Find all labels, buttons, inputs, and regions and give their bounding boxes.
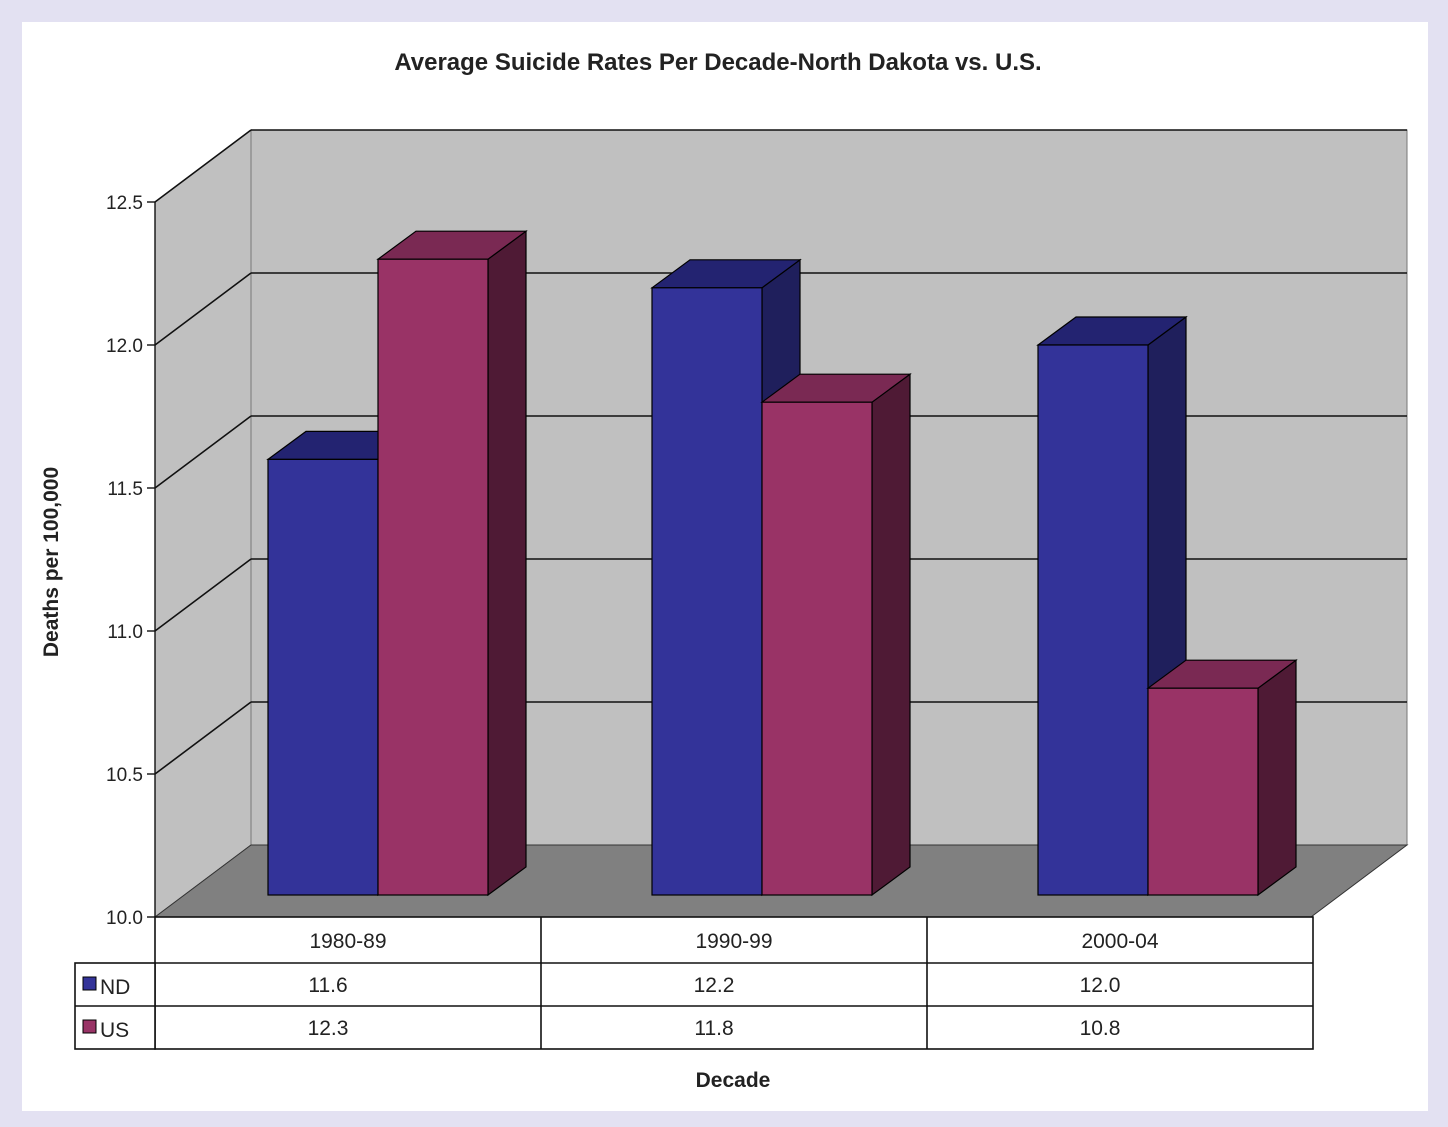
bar bbox=[1037, 344, 1149, 896]
gridline-side bbox=[154, 129, 252, 203]
bars-group bbox=[266, 230, 1298, 897]
bar bbox=[1147, 687, 1259, 896]
chart-frame: Average Suicide Rates Per Decade-North D… bbox=[22, 22, 1428, 1111]
legend-swatch bbox=[82, 976, 97, 991]
data-value: 12.0 bbox=[1080, 974, 1121, 997]
bar bbox=[377, 258, 489, 896]
bar bbox=[651, 287, 763, 896]
data-value: 12.3 bbox=[308, 1017, 349, 1040]
gridline-side bbox=[154, 272, 252, 346]
bar bbox=[761, 401, 873, 896]
gridline-side bbox=[154, 415, 252, 489]
data-value: 11.8 bbox=[694, 1017, 733, 1040]
category-label: 1990-99 bbox=[695, 930, 772, 953]
gridline-side bbox=[154, 558, 252, 632]
table-body bbox=[154, 916, 1314, 1050]
data-value: 12.2 bbox=[694, 974, 735, 997]
chart-canvas: Average Suicide Rates Per Decade-North D… bbox=[40, 49, 1409, 1092]
legend-label: ND bbox=[100, 976, 130, 999]
x-axis-label: Decade bbox=[696, 1069, 771, 1092]
bar-us-2000-04 bbox=[1146, 659, 1298, 897]
category-label: 2000-04 bbox=[1081, 930, 1158, 953]
y-tick-label: 12.5 bbox=[106, 193, 143, 214]
gridline-side bbox=[154, 701, 252, 775]
data-table: 1980-89 1990-99 2000-04 ND 11.6 12.2 12.0 US 12.… bbox=[74, 916, 1314, 1050]
y-tick-label: 10.5 bbox=[106, 765, 143, 786]
bar-side bbox=[871, 373, 911, 897]
legend-label: US bbox=[100, 1019, 129, 1042]
bar-us-1990-99 bbox=[760, 373, 912, 897]
y-tick-label: 10.0 bbox=[106, 908, 143, 929]
y-tick-label: 12.0 bbox=[106, 336, 143, 357]
legend-swatch bbox=[82, 1019, 97, 1034]
chart-title: Average Suicide Rates Per Decade-North D… bbox=[394, 49, 1041, 76]
bar-side bbox=[1257, 659, 1297, 897]
y-axis-label: Deaths per 100,000 bbox=[40, 467, 63, 657]
data-value: 11.6 bbox=[308, 974, 347, 997]
bar-us-1980-89 bbox=[376, 230, 528, 897]
side-wall bbox=[154, 129, 252, 918]
y-tick-label: 11.0 bbox=[107, 622, 143, 643]
y-tick-label: 11.5 bbox=[107, 479, 143, 500]
data-value: 10.8 bbox=[1080, 1017, 1121, 1040]
category-label: 1980-89 bbox=[309, 930, 386, 953]
bar-side bbox=[487, 230, 527, 897]
bar bbox=[267, 458, 379, 896]
